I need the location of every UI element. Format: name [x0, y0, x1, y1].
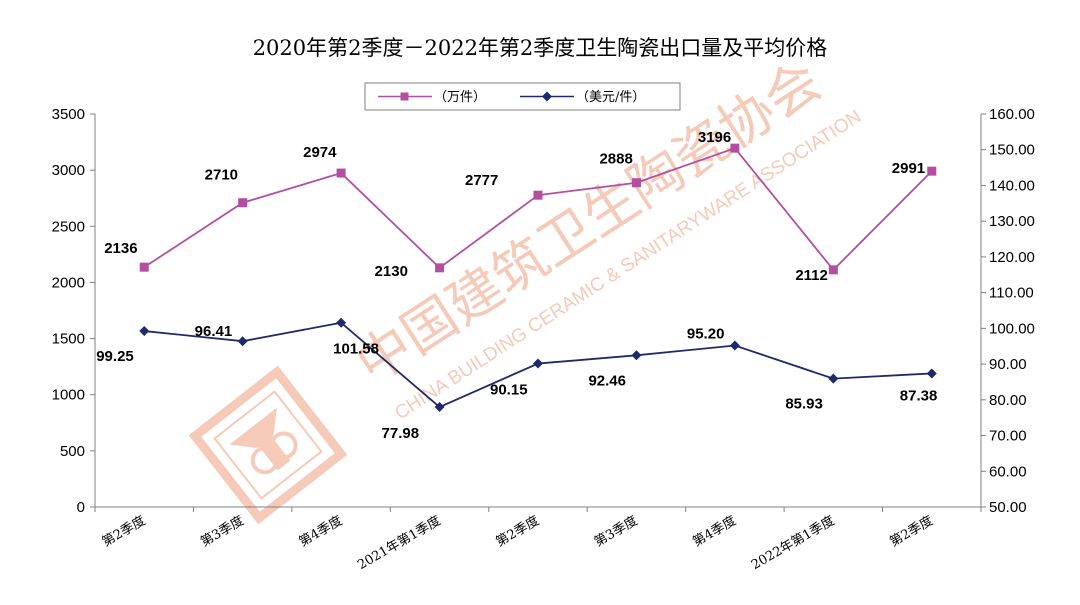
x-tick-label: 第2季度	[99, 513, 148, 550]
x-tick-label: 第2季度	[493, 513, 542, 550]
left-tick-label: 500	[60, 443, 85, 460]
price-point	[237, 336, 248, 347]
x-tick-label: 2021年第1季度	[355, 513, 444, 574]
price-point	[434, 402, 445, 413]
quantity-data-label: 2974	[303, 144, 337, 161]
price-point	[139, 326, 150, 337]
quantity-data-label: 2130	[375, 263, 408, 280]
left-tick-label: 1500	[52, 331, 85, 348]
quantity-data-label: 2136	[104, 240, 137, 257]
series-layer: 2136 2710 2974 2130 2777 2888 3196 2112 2991 99.2…	[96, 129, 937, 442]
chart-title: 2020年第2季度－2022年第2季度卫生陶瓷出口量及平均价格	[252, 36, 828, 60]
price-data-label: 85.93	[785, 396, 823, 413]
right-tick-label: 110.00	[989, 285, 1034, 302]
watermark-logo	[188, 365, 348, 525]
right-tick-label: 160.00	[989, 106, 1035, 123]
price-data-label: 101.58	[333, 341, 379, 358]
right-tick-label: 100.00	[989, 320, 1035, 337]
price-point	[336, 317, 347, 328]
quantity-point	[435, 263, 445, 273]
price-data-label: 92.46	[588, 372, 626, 389]
quantity-point	[828, 265, 838, 275]
price-point	[631, 350, 642, 361]
left-axis-ticks: 0 500 1000 1500 2000 2500 3000 3500	[52, 106, 95, 516]
price-data-label: 96.41	[195, 323, 233, 340]
right-tick-label: 90.00	[989, 356, 1027, 373]
watermark: 中国建筑卫生陶瓷协会 CHINA BUILDING CERAMIC & SANI…	[188, 49, 865, 525]
price-point	[533, 358, 543, 369]
quantity-data-label: 3196	[698, 129, 731, 146]
left-tick-label: 3000	[52, 162, 85, 179]
quantity-data-label: 2777	[465, 172, 498, 189]
x-tick-label: 第4季度	[296, 513, 345, 550]
price-point	[828, 373, 839, 384]
x-tick-label: 第2季度	[887, 513, 936, 550]
quantity-point	[533, 190, 543, 200]
price-data-label: 95.20	[687, 326, 725, 343]
right-axis-ticks: 50.00 60.00 70.00 80.00 90.00 100.00 110.00 120…	[981, 106, 1035, 516]
legend: （万件） （美元/件）	[364, 82, 681, 111]
right-tick-label: 130.00	[989, 213, 1035, 230]
left-tick-label: 0	[77, 499, 85, 516]
quantity-data-label: 2888	[599, 151, 632, 168]
right-tick-label: 120.00	[989, 249, 1035, 266]
x-tick-label: 第3季度	[591, 513, 640, 550]
right-tick-label: 80.00	[989, 392, 1027, 409]
quantity-point	[631, 178, 641, 188]
legend-marker-quantity	[400, 92, 409, 101]
legend-label-price: （美元/件）	[576, 90, 645, 105]
right-tick-label: 60.00	[989, 463, 1027, 480]
x-axis-ticks: 第2季度 第3季度 第4季度 2021年第1季度 第2季度 第3季度 第4季度 2022年第1…	[94, 507, 982, 574]
price-point	[926, 368, 937, 379]
left-tick-label: 2500	[52, 218, 85, 235]
legend-marker-price	[542, 91, 552, 102]
price-data-label: 77.98	[382, 425, 420, 442]
legend-label-quantity: （万件）	[434, 90, 486, 105]
price-data-label: 99.25	[96, 348, 134, 365]
quantity-point	[139, 262, 149, 272]
quantity-point	[238, 198, 248, 208]
right-tick-label: 50.00	[989, 499, 1027, 516]
quantity-data-label: 2991	[892, 160, 925, 177]
quantity-point	[730, 143, 740, 153]
quantity-point	[927, 166, 937, 176]
quantity-data-label: 2112	[795, 267, 828, 284]
price-data-label: 90.15	[490, 382, 528, 399]
left-tick-label: 2000	[52, 274, 85, 291]
right-tick-label: 140.00	[989, 177, 1035, 194]
x-tick-label: 2022年第1季度	[748, 513, 837, 574]
x-tick-label: 第4季度	[690, 513, 739, 550]
right-tick-label: 70.00	[989, 428, 1027, 445]
left-tick-label: 1000	[52, 387, 85, 404]
quantity-point	[336, 168, 346, 178]
left-tick-label: 3500	[52, 106, 85, 123]
price-point	[729, 340, 740, 351]
quantity-data-label: 2710	[205, 167, 238, 184]
price-data-label: 87.38	[900, 387, 938, 404]
x-tick-label: 第3季度	[198, 513, 247, 550]
right-tick-label: 150.00	[989, 142, 1035, 159]
